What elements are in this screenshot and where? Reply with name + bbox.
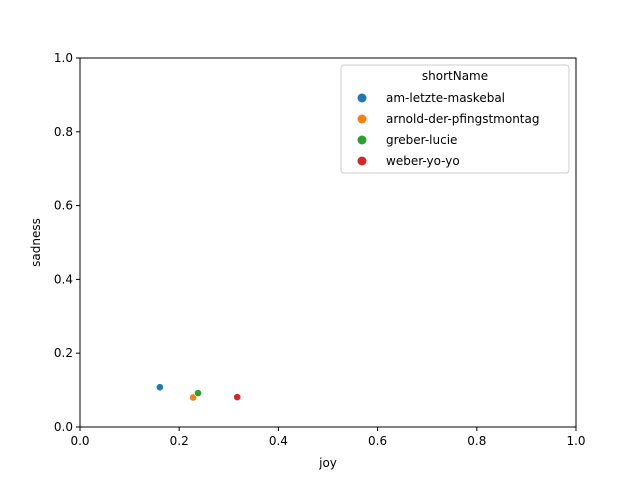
x-axis: 0.0 0.2 0.4 0.6 0.8 1.0 [70,427,586,448]
legend-marker [357,135,367,145]
legend-title: shortName [422,69,488,83]
data-point-arnold-der-pfingstmontag [189,393,197,402]
y-axis: 0.0 0.2 0.4 0.6 0.8 1.0 [54,51,80,434]
y-tick-label: 0.6 [54,199,73,213]
y-tick-label: 0.8 [54,125,73,139]
data-point-weber-yo-yo [233,393,242,402]
axes-frame [79,57,577,428]
plot-area [155,383,242,402]
data-point-greber-lucie [194,389,202,397]
x-tick-label: 0.6 [368,434,387,448]
legend-label: greber-lucie [386,133,457,147]
y-tick-label: 0.0 [54,420,73,434]
y-tick-label: 0.2 [54,346,73,360]
x-tick-label: 1.0 [566,434,585,448]
legend: shortName am-letzte-maskebal arnold-der-p… [340,64,570,174]
legend-label: arnold-der-pfingstmontag [386,112,539,126]
legend-marker [357,156,367,166]
y-tick-label: 0.4 [54,272,73,286]
x-tick-label: 0.2 [170,434,189,448]
legend-marker [357,114,367,124]
legend-entries: am-letzte-maskebal arnold-der-pfingstmont… [357,91,539,168]
x-axis-label: joy [318,456,337,470]
legend-label: am-letzte-maskebal [386,91,505,105]
legend-box [340,64,570,174]
legend-marker [357,93,367,103]
x-tick-label: 0.8 [467,434,486,448]
x-tick-label: 0.4 [269,434,288,448]
x-tick-label: 0.0 [70,434,89,448]
y-axis-label: sadness [29,218,43,267]
legend-label: weber-yo-yo [386,154,460,168]
y-tick-label: 1.0 [54,51,73,65]
data-point-am-letzte-maskebal [155,383,164,392]
